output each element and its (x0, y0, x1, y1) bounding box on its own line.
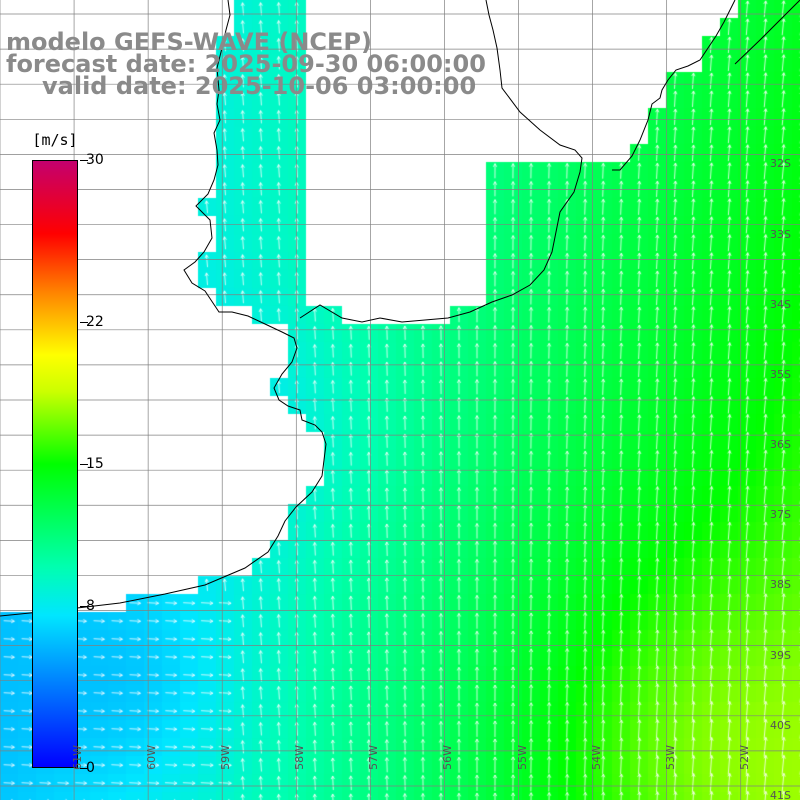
colorbar-tick (80, 322, 88, 324)
colorbar-tick (80, 768, 88, 769)
latitude-label: 40S (770, 718, 791, 732)
latitude-label: 38S (770, 578, 791, 592)
colorbar-tick-label: 0 (86, 760, 95, 776)
latitude-label: 41S (770, 788, 791, 802)
latitude-label: 32S (770, 157, 791, 171)
valid-date-title: valid date: 2025-10-06 03:00:00 (42, 72, 477, 100)
latitude-label: 37S (770, 508, 791, 522)
longitude-label: 52W (737, 745, 751, 770)
colorbar-tick-label: 8 (86, 597, 95, 614)
longitude-label: 53W (663, 745, 677, 770)
colorbar-tick (80, 605, 88, 607)
longitude-label: 56W (441, 745, 455, 770)
longitude-label: 61W (71, 745, 85, 770)
coastline-uruguay-brazil (612, 0, 800, 171)
colorbar-tick-label: 30 (86, 152, 104, 168)
model-title: modelo GEFS-WAVE (NCEP) (6, 28, 372, 56)
longitude-label: 58W (293, 745, 307, 770)
coastline (0, 0, 583, 617)
colorbar (32, 160, 78, 768)
colorbar-tick (80, 464, 88, 465)
colorbar-tick-label: 22 (86, 314, 104, 331)
latitude-label: 39S (770, 648, 791, 662)
longitude-label: 60W (145, 745, 159, 770)
longitude-label: 55W (515, 745, 529, 770)
latitude-label: 34S (770, 297, 791, 311)
latitude-label: 33S (770, 227, 791, 241)
longitude-label: 59W (219, 745, 233, 770)
forecast-date-title: forecast date: 2025-09-30 06:00:00 (6, 50, 486, 78)
colorbar-tick (80, 160, 88, 161)
longitude-label: 57W (367, 745, 381, 770)
longitude-label: 54W (589, 745, 603, 770)
colorbar-tick-label: 15 (86, 456, 104, 472)
latitude-label: 35S (770, 367, 791, 381)
latitude-label: 36S (770, 438, 791, 452)
colorbar-unit-label: [m/s] (32, 131, 78, 149)
